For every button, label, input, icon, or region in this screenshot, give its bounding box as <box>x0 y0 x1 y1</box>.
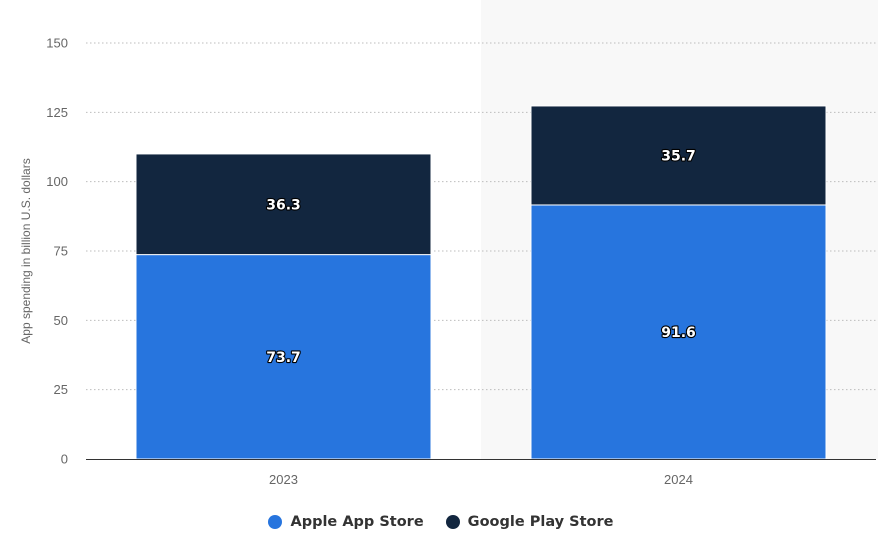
stacked-bar-chart: 0 25 50 75 100 125 150 App spending in billion… <box>19 35 876 487</box>
y-tick-label: 100 <box>46 174 68 189</box>
legend-label-google: Google Play Store <box>467 514 614 530</box>
y-axis-title: App spending in billion U.S. dollars <box>19 158 33 343</box>
x-tick-label: 2024 <box>664 472 693 487</box>
data-label: 91.6 <box>661 325 696 341</box>
legend-item-apple[interactable]: Apple App Store <box>268 514 424 530</box>
legend-marker-google <box>445 515 460 529</box>
bar-segment-google[interactable] <box>135 153 432 256</box>
data-label: 35.7 <box>661 148 696 164</box>
y-tick-label: 0 <box>61 452 68 467</box>
bar-segment-google[interactable] <box>530 105 827 206</box>
bars <box>135 105 827 460</box>
y-tick-label: 125 <box>46 105 68 120</box>
legend-label-apple: Apple App Store <box>290 514 424 530</box>
y-axis-ticks: 0 25 50 75 100 125 150 <box>46 36 68 467</box>
y-tick-label: 25 <box>54 382 68 397</box>
bar-segment-apple[interactable] <box>135 254 432 460</box>
y-tick-label: 150 <box>46 36 68 51</box>
x-axis-ticks: 2023 2024 <box>269 472 693 487</box>
data-label: 73.7 <box>266 350 301 366</box>
data-label: 36.3 <box>266 197 301 213</box>
bar-segment-apple[interactable] <box>530 204 827 460</box>
y-tick-label: 75 <box>54 244 68 259</box>
legend: Apple App Store Google Play Store <box>0 514 882 530</box>
data-labels: 73.7 36.3 91.6 35.7 <box>265 147 697 367</box>
legend-item-google[interactable]: Google Play Store <box>445 514 614 530</box>
legend-marker-apple <box>268 515 283 529</box>
y-tick-label: 50 <box>54 313 68 328</box>
x-tick-label: 2023 <box>269 472 298 487</box>
